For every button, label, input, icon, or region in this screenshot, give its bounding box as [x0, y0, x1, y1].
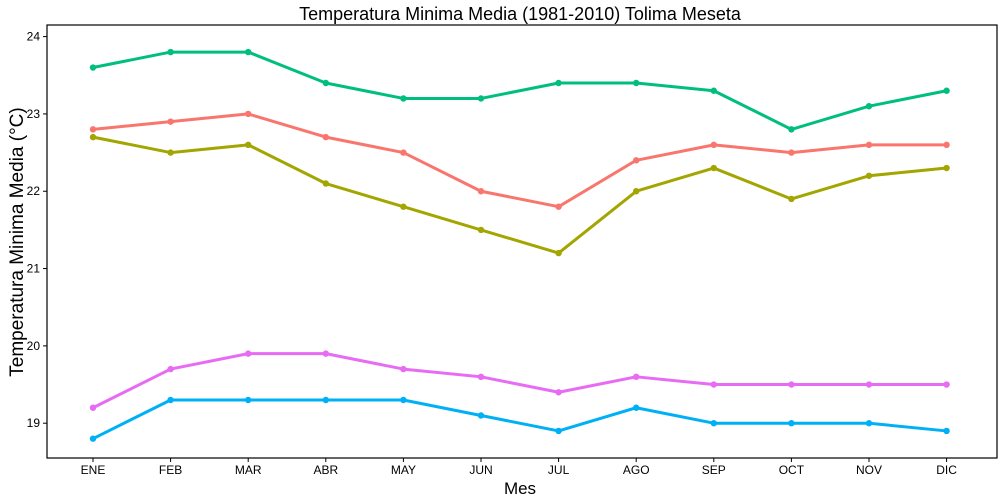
- data-point: [400, 203, 407, 210]
- data-point: [322, 396, 329, 404]
- x-tick-label: MAY: [391, 463, 416, 477]
- data-point: [710, 381, 717, 388]
- x-tick-label: ENE: [81, 463, 106, 477]
- y-tick-label: 21: [27, 262, 41, 276]
- series-4: [89, 396, 950, 442]
- data-point: [245, 350, 252, 357]
- data-point: [710, 164, 717, 172]
- x-tick-label: SEP: [702, 463, 726, 477]
- data-point: [788, 149, 795, 156]
- x-axis-title: Mes: [504, 479, 536, 498]
- data-point: [167, 48, 174, 56]
- data-point: [167, 365, 174, 373]
- data-point: [788, 126, 795, 133]
- data-point: [322, 133, 329, 141]
- data-point: [245, 141, 252, 149]
- series-line: [91, 50, 949, 131]
- data-point: [245, 48, 252, 56]
- y-tick-label: 24: [27, 30, 41, 44]
- data-point: [943, 427, 950, 435]
- series-line: [91, 398, 949, 441]
- data-point: [710, 87, 717, 94]
- data-point: [633, 404, 640, 411]
- data-point: [555, 389, 562, 396]
- data-point: [89, 133, 97, 141]
- x-tick-label: MAR: [235, 463, 262, 477]
- data-point: [633, 79, 640, 87]
- data-point: [710, 420, 717, 427]
- data-point: [167, 118, 174, 125]
- data-point: [865, 172, 873, 179]
- series-1: [89, 110, 950, 210]
- data-point: [477, 188, 485, 195]
- data-point: [865, 420, 873, 427]
- series-line: [91, 352, 949, 410]
- data-point: [400, 365, 407, 373]
- data-point: [865, 381, 873, 388]
- series-2: [89, 133, 950, 257]
- data-point: [633, 188, 640, 195]
- data-point: [943, 381, 950, 388]
- data-point: [89, 404, 97, 411]
- data-point: [788, 381, 795, 388]
- y-tick-label: 20: [27, 339, 41, 353]
- series-line: [91, 135, 949, 255]
- data-point: [245, 110, 252, 118]
- data-point: [89, 64, 97, 71]
- series-line: [91, 112, 949, 209]
- x-tick-label: FEB: [159, 463, 182, 477]
- data-point: [555, 427, 562, 435]
- x-tick-label: AGO: [623, 463, 650, 477]
- data-point: [555, 249, 562, 257]
- series-5: [89, 350, 950, 411]
- data-point: [788, 195, 795, 203]
- data-point: [400, 396, 407, 404]
- data-point: [943, 141, 950, 149]
- data-point: [555, 203, 562, 210]
- chart-title: Temperatura Minima Media (1981-2010) Tol…: [299, 4, 742, 24]
- x-tick-label: DIC: [936, 463, 957, 477]
- data-point: [322, 350, 329, 357]
- y-axis: 19 20 21 22 23 24: [27, 30, 47, 430]
- y-tick-label: 22: [27, 184, 41, 198]
- data-point: [633, 373, 640, 381]
- x-tick-label: NOV: [856, 463, 882, 477]
- data-point: [943, 87, 950, 94]
- data-point: [555, 79, 562, 87]
- data-point: [89, 435, 97, 442]
- data-point: [788, 420, 795, 427]
- data-point: [477, 373, 485, 381]
- data-point: [633, 157, 640, 164]
- x-tick-label: JUL: [548, 463, 570, 477]
- data-point: [245, 396, 252, 404]
- data-point: [322, 79, 329, 87]
- data-point: [943, 164, 950, 172]
- data-point: [865, 102, 873, 110]
- data-point: [167, 149, 174, 156]
- data-point: [477, 95, 485, 102]
- data-point: [322, 180, 329, 187]
- y-axis-title: Temperatura Minima Media (°C): [7, 107, 28, 376]
- data-point: [400, 95, 407, 102]
- x-axis: ENE FEB MAR ABR MAY JUN JUL AGO SEP OCT NOV DIC: [81, 458, 957, 477]
- data-point: [865, 141, 873, 149]
- x-tick-label: OCT: [779, 463, 805, 477]
- data-point: [477, 412, 485, 419]
- data-point: [89, 126, 97, 133]
- series-layer: [89, 48, 950, 442]
- y-tick-label: 19: [27, 416, 41, 430]
- data-point: [477, 226, 485, 234]
- series-3: [89, 48, 950, 133]
- x-tick-label: JUN: [469, 463, 492, 477]
- data-point: [167, 396, 174, 404]
- data-point: [400, 149, 407, 156]
- x-tick-label: ABR: [313, 463, 338, 477]
- data-point: [710, 141, 717, 149]
- y-tick-label: 23: [27, 107, 41, 121]
